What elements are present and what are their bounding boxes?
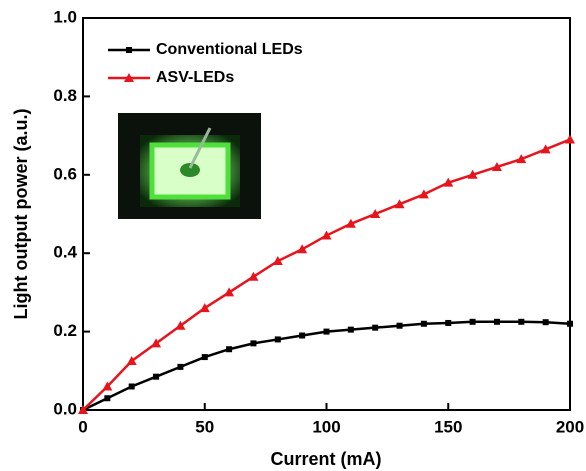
data-point xyxy=(421,321,427,327)
x-tick-label: 50 xyxy=(195,417,214,436)
x-tick-label: 200 xyxy=(556,417,584,436)
y-tick-label: 0.6 xyxy=(53,164,77,183)
data-point xyxy=(494,319,500,325)
data-point xyxy=(177,364,183,370)
x-tick-label: 150 xyxy=(434,417,462,436)
data-point xyxy=(397,323,403,329)
y-tick-label: 0.0 xyxy=(53,399,77,418)
data-point xyxy=(129,383,135,389)
data-point xyxy=(202,354,208,360)
chart: Current (mA) Light output power (a.u.) 0… xyxy=(0,0,586,471)
data-point xyxy=(299,333,305,339)
data-point xyxy=(445,320,451,326)
data-point xyxy=(324,329,330,335)
legend-label: Conventional LEDs xyxy=(156,41,303,58)
legend-marker xyxy=(126,47,132,53)
data-point xyxy=(372,325,378,331)
data-point xyxy=(297,244,307,253)
data-point xyxy=(250,340,256,346)
y-axis-label: Light output power (a.u.) xyxy=(11,109,31,320)
data-point xyxy=(565,135,575,144)
x-tick-label: 100 xyxy=(312,417,340,436)
y-tick-label: 1.0 xyxy=(53,7,77,26)
data-point xyxy=(567,321,573,327)
data-point xyxy=(348,327,354,333)
y-tick-label: 0.4 xyxy=(53,243,77,262)
data-point xyxy=(104,395,110,401)
data-point xyxy=(153,374,159,380)
data-point xyxy=(226,346,232,352)
legend-label: ASV-LEDs xyxy=(156,69,234,86)
inset-photo xyxy=(118,113,261,219)
data-point xyxy=(543,319,549,325)
x-tick-label: 0 xyxy=(78,417,87,436)
data-point xyxy=(518,319,524,325)
x-axis-label: Current (mA) xyxy=(271,449,382,469)
y-tick-label: 0.8 xyxy=(53,86,77,105)
series-line xyxy=(83,322,570,410)
y-tick-label: 0.2 xyxy=(53,321,77,340)
data-point xyxy=(275,336,281,342)
data-point xyxy=(470,319,476,325)
